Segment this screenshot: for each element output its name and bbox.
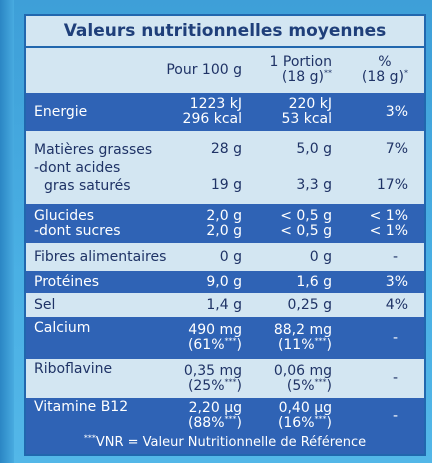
row-per100: 2,20 µg (88%***): [187, 400, 242, 431]
row-portion: < 0,5 g < 0,5 g: [280, 207, 332, 239]
row-name: Vitamine B12: [34, 399, 129, 415]
row-per100: 2,0 g 2,0 g: [206, 207, 242, 239]
row-name: Calcium: [34, 320, 91, 336]
row-per100: 0,35 mg (25%***): [183, 362, 242, 394]
row-per100: 1,4 g: [206, 296, 242, 313]
row-pct: 3%: [385, 273, 408, 290]
header-portion-line1: 1 Portion: [269, 54, 332, 70]
row-name: Matières grasses -dont acides gras saturés: [34, 141, 153, 194]
row-name: Protéines: [34, 273, 99, 290]
header-portion-line2: (18 g)**: [281, 68, 332, 85]
row-portion: 220 kJ 53 kcal: [281, 96, 332, 127]
table-row-vitamine-b12: Vitamine B12 2,20 µg (88%***) 0,40 µg (1…: [26, 398, 424, 434]
row-name: Glucides -dont sucres: [34, 207, 121, 239]
row-pct: < 1% < 1%: [369, 207, 408, 239]
table-title: Valeurs nutritionnelles moyennes: [26, 16, 424, 48]
table-row-glucides: Glucides -dont sucres 2,0 g 2,0 g < 0,5 g <…: [26, 204, 424, 243]
row-pct: 3%: [385, 103, 408, 120]
table-row-matieres-grasses: Matières grasses -dont acides gras saturés…: [26, 132, 424, 203]
table-row-riboflavine: Riboflavine 0,35 mg (25%***) 0,06 mg (5%…: [26, 360, 424, 397]
table-row-fibres: Fibres alimentaires 0 g 0 g -: [26, 244, 424, 270]
header-portion: 1 Portion (18 g)**: [270, 48, 332, 92]
row-per100: 0 g: [219, 248, 242, 265]
row-per100: 1223 kJ 296 kcal: [182, 96, 242, 127]
row-pct: -: [392, 407, 398, 424]
row-portion: 0,25 g: [287, 296, 332, 313]
row-per100: 9,0 g: [206, 273, 242, 290]
row-per100: 490 mg (61%***): [187, 322, 242, 353]
header-pct-line2: (18 g)*: [361, 68, 408, 85]
row-pct: -: [392, 329, 398, 346]
table-row-energie: Energie 1223 kJ 296 kcal 220 kJ 53 kcal 3%: [26, 93, 424, 131]
header-pct-line1: %: [378, 54, 392, 70]
row-name: Sel: [34, 296, 56, 313]
header-row: Pour 100 g 1 Portion (18 g)** % (18 g)*: [26, 48, 424, 92]
package-edge: [0, 0, 14, 463]
row-pct: 4%: [385, 296, 408, 313]
row-name: Riboflavine: [34, 361, 113, 377]
row-pct: -: [392, 370, 398, 386]
row-portion: 1,6 g: [296, 273, 332, 290]
row-name: Energie: [34, 103, 88, 120]
nutrition-table: Valeurs nutritionnelles moyennes Pour 10…: [24, 14, 426, 456]
row-name: Fibres alimentaires: [34, 248, 167, 265]
row-portion: 88,2 mg (11%***): [273, 322, 332, 353]
row-portion: 0 g: [309, 248, 332, 265]
table-row-proteines: Protéines 9,0 g 1,6 g 3%: [26, 271, 424, 293]
row-portion: 5,0 g 3,3 g: [296, 141, 332, 193]
row-portion: 0,06 mg (5%***): [273, 362, 332, 394]
row-portion: 0,40 µg (16%***): [277, 400, 332, 431]
row-pct: -: [392, 248, 398, 265]
table-row-calcium: Calcium 490 mg (61%***) 88,2 mg (11%***)…: [26, 317, 424, 359]
header-pct: % (18 g)*: [362, 48, 408, 92]
row-per100: 28 g 19 g: [210, 141, 242, 193]
row-pct: 7% 17%: [376, 141, 408, 193]
table-row-sel: Sel 1,4 g 0,25 g 4%: [26, 294, 424, 316]
header-per100: Pour 100 g: [166, 61, 242, 78]
vnr-footnote: ***VNR = Valeur Nutritionnelle de Référe…: [26, 432, 424, 454]
